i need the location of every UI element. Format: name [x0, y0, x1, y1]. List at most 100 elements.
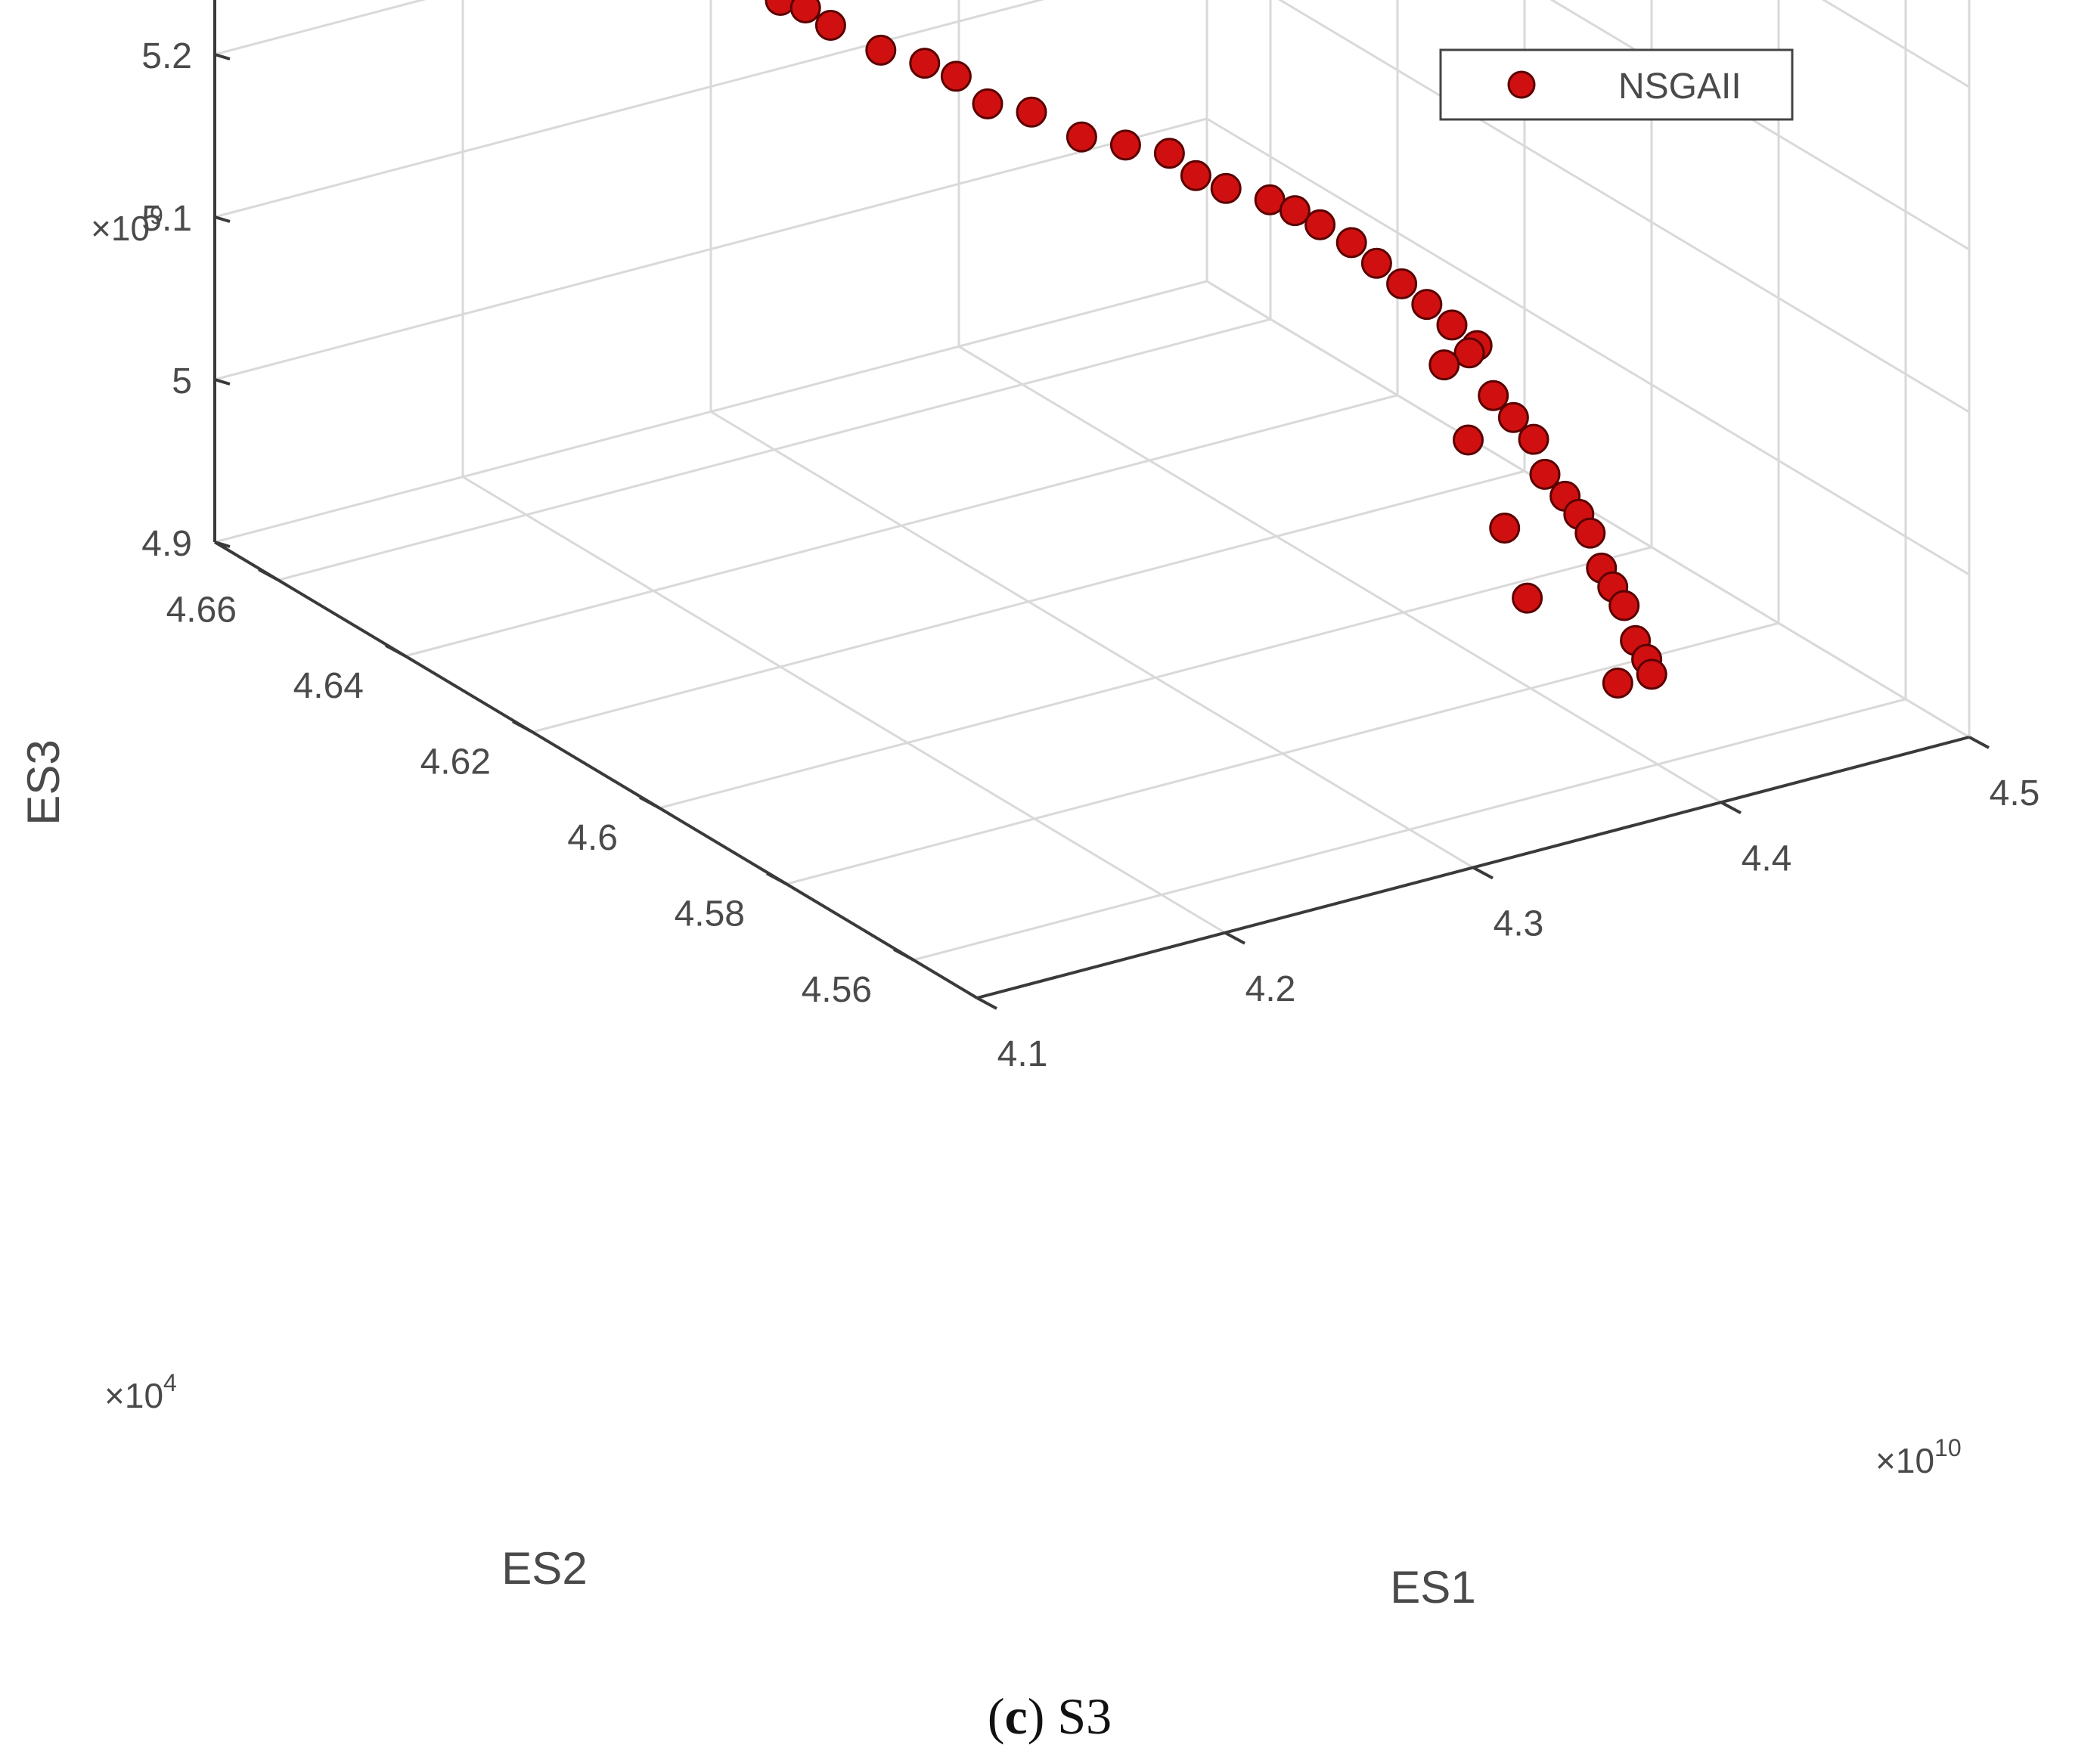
data-point: [1453, 424, 1484, 456]
y-multiplier-base: ×10: [104, 1376, 163, 1415]
grid-line-floor-y: [278, 318, 1271, 581]
y-tick: [385, 643, 406, 658]
y-tick-label: 4.62: [420, 742, 491, 782]
z-tick-label: 5.2: [141, 36, 192, 76]
y-tick: [766, 872, 787, 886]
grid-line-backwall-z: [214, 0, 1045, 218]
data-point: [1518, 423, 1549, 455]
x-tick-label: 4.4: [1742, 838, 1792, 878]
data-point: [1608, 590, 1640, 621]
grid-line-sidewall-z: [1549, 0, 1970, 251]
data-point: [865, 34, 897, 66]
z-axis-label: ES3: [18, 739, 69, 825]
x-axis-label: ES1: [1390, 1562, 1475, 1613]
x-axis-multiplier: ×1010: [1875, 1434, 1962, 1480]
grid-line-floor-x: [462, 476, 1226, 934]
data-point: [909, 48, 941, 79]
z-tick-label: 5.1: [141, 199, 192, 239]
grid-line-backwall-z: [214, 0, 427, 56]
y-tick: [258, 568, 279, 582]
z-tick: [214, 215, 231, 223]
legend-entry-nsgaii: NSGAII: [1618, 67, 1742, 107]
data-point: [1411, 289, 1443, 321]
x-multiplier-base: ×10: [1875, 1441, 1934, 1480]
y-axis-multiplier: ×104: [104, 1369, 177, 1415]
legend: NSGAII: [1439, 48, 1794, 121]
legend-box: [1439, 48, 1794, 121]
data-point: [1153, 138, 1185, 169]
data-points: [765, 0, 1667, 699]
data-point: [1279, 195, 1311, 227]
caption-paren-open: (: [988, 1687, 1005, 1745]
data-point: [1489, 513, 1521, 544]
data-point: [1602, 668, 1633, 699]
data-point: [1512, 582, 1543, 614]
y-tick: [893, 947, 914, 962]
data-point: [1497, 401, 1529, 433]
y-multiplier-exponent: 4: [163, 1369, 177, 1396]
x-tick-label: 4.2: [1245, 969, 1296, 1009]
data-point: [1066, 121, 1097, 153]
grid-line-floor-y: [532, 469, 1525, 733]
data-point: [814, 10, 846, 41]
grid-line-backwall-z: [214, 280, 1208, 544]
x-tick: [1968, 736, 1990, 749]
data-point: [1109, 129, 1141, 161]
z-tick-label: 4.9: [141, 524, 192, 564]
z-tick: [214, 53, 231, 60]
y-tick: [639, 795, 660, 810]
data-point: [1436, 309, 1468, 341]
data-point: [789, 0, 821, 23]
legend-marker: [1507, 70, 1536, 99]
data-point: [1529, 458, 1561, 490]
data-point: [1304, 209, 1336, 240]
x-tick-label: 4.3: [1494, 904, 1544, 944]
grid-line-sidewall-z: [1206, 117, 1970, 576]
grid-line-floor-x: [958, 345, 1722, 804]
data-point: [1016, 96, 1047, 128]
y-tick-label: 4.56: [802, 970, 872, 1010]
x-tick-label: 4.5: [1990, 773, 2040, 813]
z-axis-multiplier: ×109: [91, 202, 163, 248]
axis-lines: [213, 0, 1990, 1010]
data-point: [940, 60, 972, 92]
y-axis-line: [213, 541, 979, 999]
data-point: [1453, 337, 1485, 369]
x-tick: [976, 996, 997, 1010]
data-point: [1210, 172, 1242, 204]
figure-caption: (c) S3: [988, 1687, 1112, 1745]
y-tick-label: 4.64: [293, 666, 364, 706]
y-tick: [512, 720, 533, 734]
grid-line-floor-x: [710, 411, 1474, 869]
y-axis-label: ES2: [501, 1543, 587, 1594]
grid-line-sidewall-z: [1278, 0, 1970, 414]
x-tick-label: 4.1: [997, 1034, 1048, 1074]
x-tick: [1472, 866, 1494, 880]
caption-label: ) S3: [1028, 1687, 1112, 1745]
data-point: [1636, 658, 1667, 690]
z-tick: [214, 378, 231, 386]
grid-line-floor-y: [786, 621, 1779, 885]
grid-line-floor-y: [659, 546, 1652, 810]
tick-labels: 4.955.15.25.35.45.54.564.584.64.624.644.…: [141, 36, 2040, 1074]
data-point: [972, 88, 1003, 119]
caption-letter: c: [1005, 1687, 1028, 1745]
z-tick: [214, 541, 231, 548]
grid-line-floor-y: [405, 394, 1398, 658]
x-tick: [1720, 801, 1742, 815]
z-multiplier-base: ×10: [91, 209, 150, 248]
data-point: [1180, 160, 1211, 191]
z-multiplier-exponent: 9: [150, 202, 163, 229]
y-tick-label: 4.58: [675, 894, 745, 934]
axis-grid: [213, 0, 1971, 999]
data-point: [1574, 517, 1606, 549]
data-point: [1478, 380, 1509, 411]
x-multiplier-exponent: 10: [1934, 1434, 1962, 1461]
grid-line-backwall-z: [214, 117, 1208, 381]
grid-line-sidewall-z: [1821, 0, 1970, 88]
data-point: [1335, 227, 1367, 259]
data-point: [1428, 349, 1460, 381]
y-tick-label: 4.6: [567, 818, 618, 858]
